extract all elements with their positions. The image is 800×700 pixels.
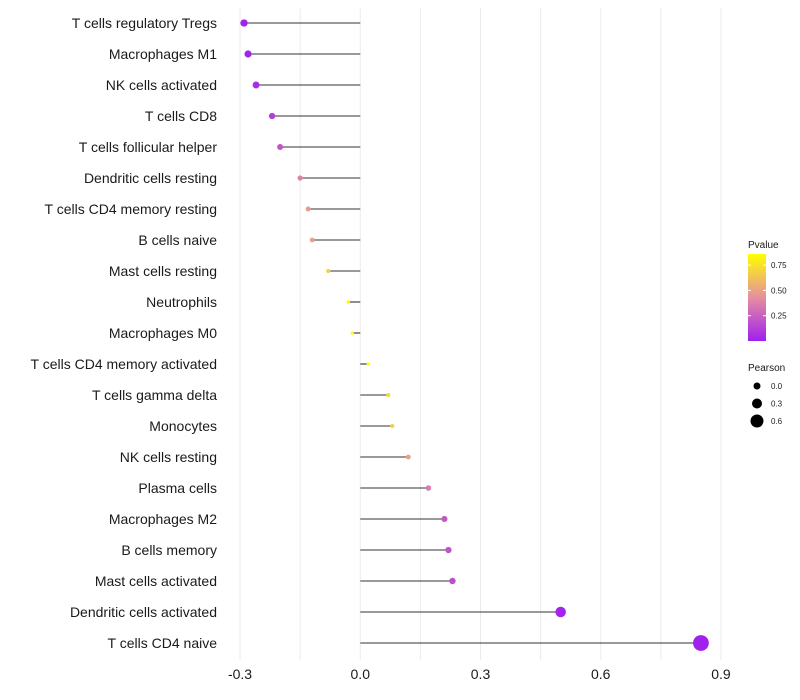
pvalue-tick-label: 0.50: [771, 286, 787, 295]
x-tick-label: 0.6: [591, 666, 611, 682]
category-label: T cells CD4 memory activated: [31, 356, 217, 372]
pearson-legend-label: 0.0: [771, 382, 783, 391]
data-point: [305, 206, 311, 212]
category-label: Dendritic cells activated: [70, 604, 217, 620]
pearson-legend-dot: [753, 382, 761, 390]
pearson-legend-label: 0.6: [771, 417, 783, 426]
category-label: T cells CD4 memory resting: [45, 201, 217, 217]
category-label: Plasma cells: [138, 480, 217, 496]
pearson-legend-dot: [750, 414, 764, 428]
data-point: [326, 268, 331, 274]
data-point: [449, 577, 456, 585]
category-label: B cells memory: [121, 542, 217, 558]
data-point: [297, 175, 303, 181]
data-point: [240, 19, 248, 27]
x-tick-label: 0.0: [351, 666, 371, 682]
pearson-legend-label: 0.3: [771, 400, 783, 409]
category-label: T cells CD4 naive: [108, 635, 218, 651]
data-point: [441, 515, 448, 523]
data-point: [425, 485, 432, 491]
category-label: NK cells activated: [106, 77, 217, 93]
category-label: T cells CD8: [145, 108, 217, 124]
pearson-legend-dot: [752, 398, 762, 409]
stems: [244, 22, 701, 644]
category-label: Macrophages M2: [109, 511, 217, 527]
category-label: T cells gamma delta: [92, 387, 217, 403]
pvalue-tick-label: 0.25: [771, 312, 787, 321]
pvalue-tick-label: 0.75: [771, 261, 787, 270]
gridlines: [239, 8, 722, 660]
data-point: [555, 606, 566, 618]
data-point: [346, 300, 350, 304]
category-label: Mast cells activated: [95, 573, 217, 589]
category-labels: T cells regulatory Tregs Macrophages M1 NK…: [31, 15, 218, 651]
pvalue-legend-title: Pvalue: [748, 240, 779, 251]
x-tick-label: -0.3: [228, 666, 252, 682]
pearson-legend: Pearson 0.0 0.3 0.6: [748, 363, 785, 428]
data-point: [366, 362, 370, 366]
data-point: [386, 392, 391, 398]
data-point: [244, 50, 252, 58]
data-point: [268, 112, 276, 120]
category-label: B cells naive: [138, 232, 217, 248]
pvalue-colorbar: [748, 254, 766, 341]
category-label: NK cells resting: [120, 449, 217, 465]
category-label: T cells follicular helper: [79, 139, 218, 155]
data-point: [277, 144, 284, 150]
category-label: Dendritic cells resting: [84, 170, 217, 186]
category-label: Macrophages M0: [109, 325, 217, 341]
category-label: T cells regulatory Tregs: [72, 15, 217, 31]
points: [240, 19, 709, 651]
pearson-legend-title: Pearson: [748, 363, 785, 374]
data-point: [405, 454, 411, 460]
x-tick-label: 0.9: [711, 666, 731, 682]
category-label: Macrophages M1: [109, 46, 217, 62]
pearson-legend-keys: 0.0 0.3 0.6: [750, 382, 783, 428]
x-tick-label: 0.3: [471, 666, 491, 682]
pvalue-legend-ticks: 0.25 0.50 0.75: [748, 261, 787, 321]
data-point: [309, 237, 315, 243]
category-label: Monocytes: [149, 418, 217, 434]
data-point: [445, 546, 452, 554]
data-point: [252, 81, 260, 89]
data-point: [390, 423, 395, 429]
category-label: Neutrophils: [146, 294, 217, 310]
x-tick-labels: -0.3 0.0 0.3 0.6 0.9: [228, 666, 731, 682]
category-label: Mast cells resting: [109, 263, 217, 279]
pvalue-legend: Pvalue 0.25 0.50 0.75: [748, 240, 787, 341]
data-point: [693, 635, 709, 651]
data-point: [350, 331, 354, 335]
